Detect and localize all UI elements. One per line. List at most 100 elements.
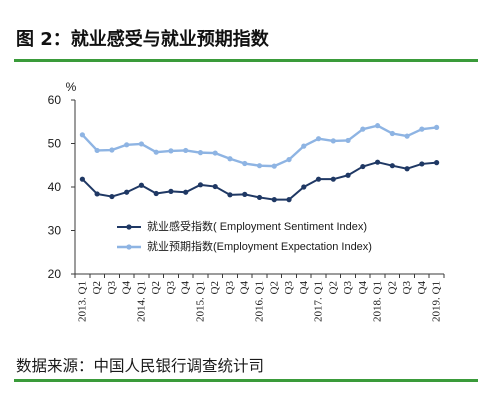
x-tick-label: Q4 xyxy=(298,281,310,295)
x-tick-label: 2015. Q1 xyxy=(194,281,206,322)
legend-marker-sentiment xyxy=(126,224,132,230)
x-tick-label: Q3 xyxy=(224,281,236,295)
data-point-expectation xyxy=(345,137,351,144)
data-point-expectation xyxy=(404,133,410,139)
x-tick-label: 2017. Q1 xyxy=(313,281,325,322)
data-point-sentiment xyxy=(242,191,248,197)
figure-caption: 图 2：就业感受与就业预期指数 xyxy=(16,29,269,50)
data-point-sentiment xyxy=(197,182,204,188)
x-tick-label: Q4 xyxy=(239,281,251,295)
x-tick-label: Q4 xyxy=(180,281,192,295)
y-tick-label: 60 xyxy=(48,93,62,107)
legend-label-expectation: 就业预期指数(Employment Expectation Index) xyxy=(147,239,372,253)
x-tick-label: Q2 xyxy=(268,281,280,294)
x-tick-label: 2018. Q1 xyxy=(372,281,384,322)
series-group xyxy=(79,123,440,203)
data-point-sentiment xyxy=(94,191,100,197)
legend-label-sentiment: 就业感受指数( Employment Sentiment Index) xyxy=(147,219,367,233)
data-point-sentiment xyxy=(227,192,233,198)
x-tick-label: 2014. Q1 xyxy=(135,281,147,322)
data-point-sentiment xyxy=(419,161,425,167)
data-point-sentiment xyxy=(301,184,307,190)
y-tick-label: 40 xyxy=(48,180,62,194)
data-point-sentiment xyxy=(286,197,292,203)
series-sentiment xyxy=(79,159,440,203)
x-tick-label: Q3 xyxy=(283,281,295,295)
legend-item-sentiment: 就业感受指数( Employment Sentiment Index) xyxy=(117,219,367,233)
data-point-expectation xyxy=(374,123,381,129)
y-axis-ticks: 20 30 40 50 60 xyxy=(48,93,75,281)
series-line-expectation xyxy=(81,124,437,168)
data-point-expectation xyxy=(315,136,322,142)
x-tick-label: Q3 xyxy=(401,281,413,295)
data-point-expectation xyxy=(153,149,159,155)
data-point-expectation xyxy=(197,150,204,156)
x-tick-label: Q2 xyxy=(327,281,339,294)
data-point-expectation xyxy=(360,126,366,132)
data-point-sentiment xyxy=(374,159,381,165)
data-point-expectation xyxy=(124,142,130,148)
data-point-expectation xyxy=(94,147,100,154)
x-tick-label: Q2 xyxy=(209,281,221,294)
data-point-sentiment xyxy=(168,188,174,194)
x-tick-label: Q2 xyxy=(386,281,398,294)
x-tick-label: Q3 xyxy=(342,281,354,295)
data-point-expectation xyxy=(330,138,336,144)
legend: 就业感受指数( Employment Sentiment Index) 就业预期… xyxy=(117,219,372,253)
x-tick-label: 2019. Q1 xyxy=(431,281,443,322)
data-point-expectation xyxy=(419,126,425,132)
x-tick-label: Q2 xyxy=(150,281,162,294)
x-tick-label: Q3 xyxy=(165,281,177,295)
data-point-expectation xyxy=(301,143,307,149)
x-tick-label: Q2 xyxy=(91,281,103,294)
data-point-expectation xyxy=(138,141,145,147)
caption-divider xyxy=(14,59,478,62)
y-tick-label: 30 xyxy=(48,224,62,238)
data-point-sentiment xyxy=(124,189,130,195)
data-point-sentiment xyxy=(360,163,366,170)
source-divider xyxy=(14,379,478,382)
data-point-expectation xyxy=(271,163,277,169)
data-point-expectation xyxy=(109,147,115,153)
data-point-sentiment xyxy=(434,160,440,166)
x-tick-label: Q4 xyxy=(357,281,369,295)
data-point-sentiment xyxy=(345,172,351,178)
data-point-sentiment xyxy=(212,183,218,190)
data-point-expectation xyxy=(79,132,85,138)
data-point-sentiment xyxy=(183,189,189,195)
data-point-sentiment xyxy=(109,193,115,200)
data-point-expectation xyxy=(389,130,395,137)
data-point-sentiment xyxy=(256,194,263,201)
series-expectation xyxy=(79,123,440,169)
y-tick-label: 20 xyxy=(48,267,62,281)
data-point-sentiment xyxy=(138,182,145,188)
data-point-expectation xyxy=(212,150,218,156)
legend-marker-expectation xyxy=(126,244,132,250)
x-tick-label: 2016. Q1 xyxy=(254,281,266,322)
x-tick-label: Q3 xyxy=(106,281,118,295)
data-point-expectation xyxy=(168,148,174,154)
data-point-sentiment xyxy=(404,166,410,172)
data-point-sentiment xyxy=(79,176,85,182)
data-point-expectation xyxy=(183,147,189,154)
data-point-expectation xyxy=(286,156,292,163)
data-point-sentiment xyxy=(153,190,159,197)
y-tick-label: 50 xyxy=(48,137,62,151)
data-point-expectation xyxy=(256,163,263,169)
data-point-expectation xyxy=(434,124,440,131)
data-point-sentiment xyxy=(330,176,336,182)
x-axis-ticks: 2013. Q1 Q2 Q3 Q4 2014. Q1 Q2 Q3 Q4 2015. Q1 Q2 Q3… xyxy=(74,274,445,322)
legend-item-expectation: 就业预期指数(Employment Expectation Index) xyxy=(117,239,372,253)
data-point-expectation xyxy=(242,160,248,167)
data-point-expectation xyxy=(227,156,233,162)
data-point-sentiment xyxy=(271,197,277,203)
x-tick-label: Q4 xyxy=(416,281,428,295)
x-tick-label: Q4 xyxy=(121,281,133,295)
data-point-sentiment xyxy=(389,163,395,169)
y-axis-unit-label: % xyxy=(66,80,77,94)
source-note: 数据来源：中国人民银行调查统计司 xyxy=(16,357,265,375)
data-point-sentiment xyxy=(315,176,322,182)
x-tick-label: 2013. Q1 xyxy=(76,281,88,322)
